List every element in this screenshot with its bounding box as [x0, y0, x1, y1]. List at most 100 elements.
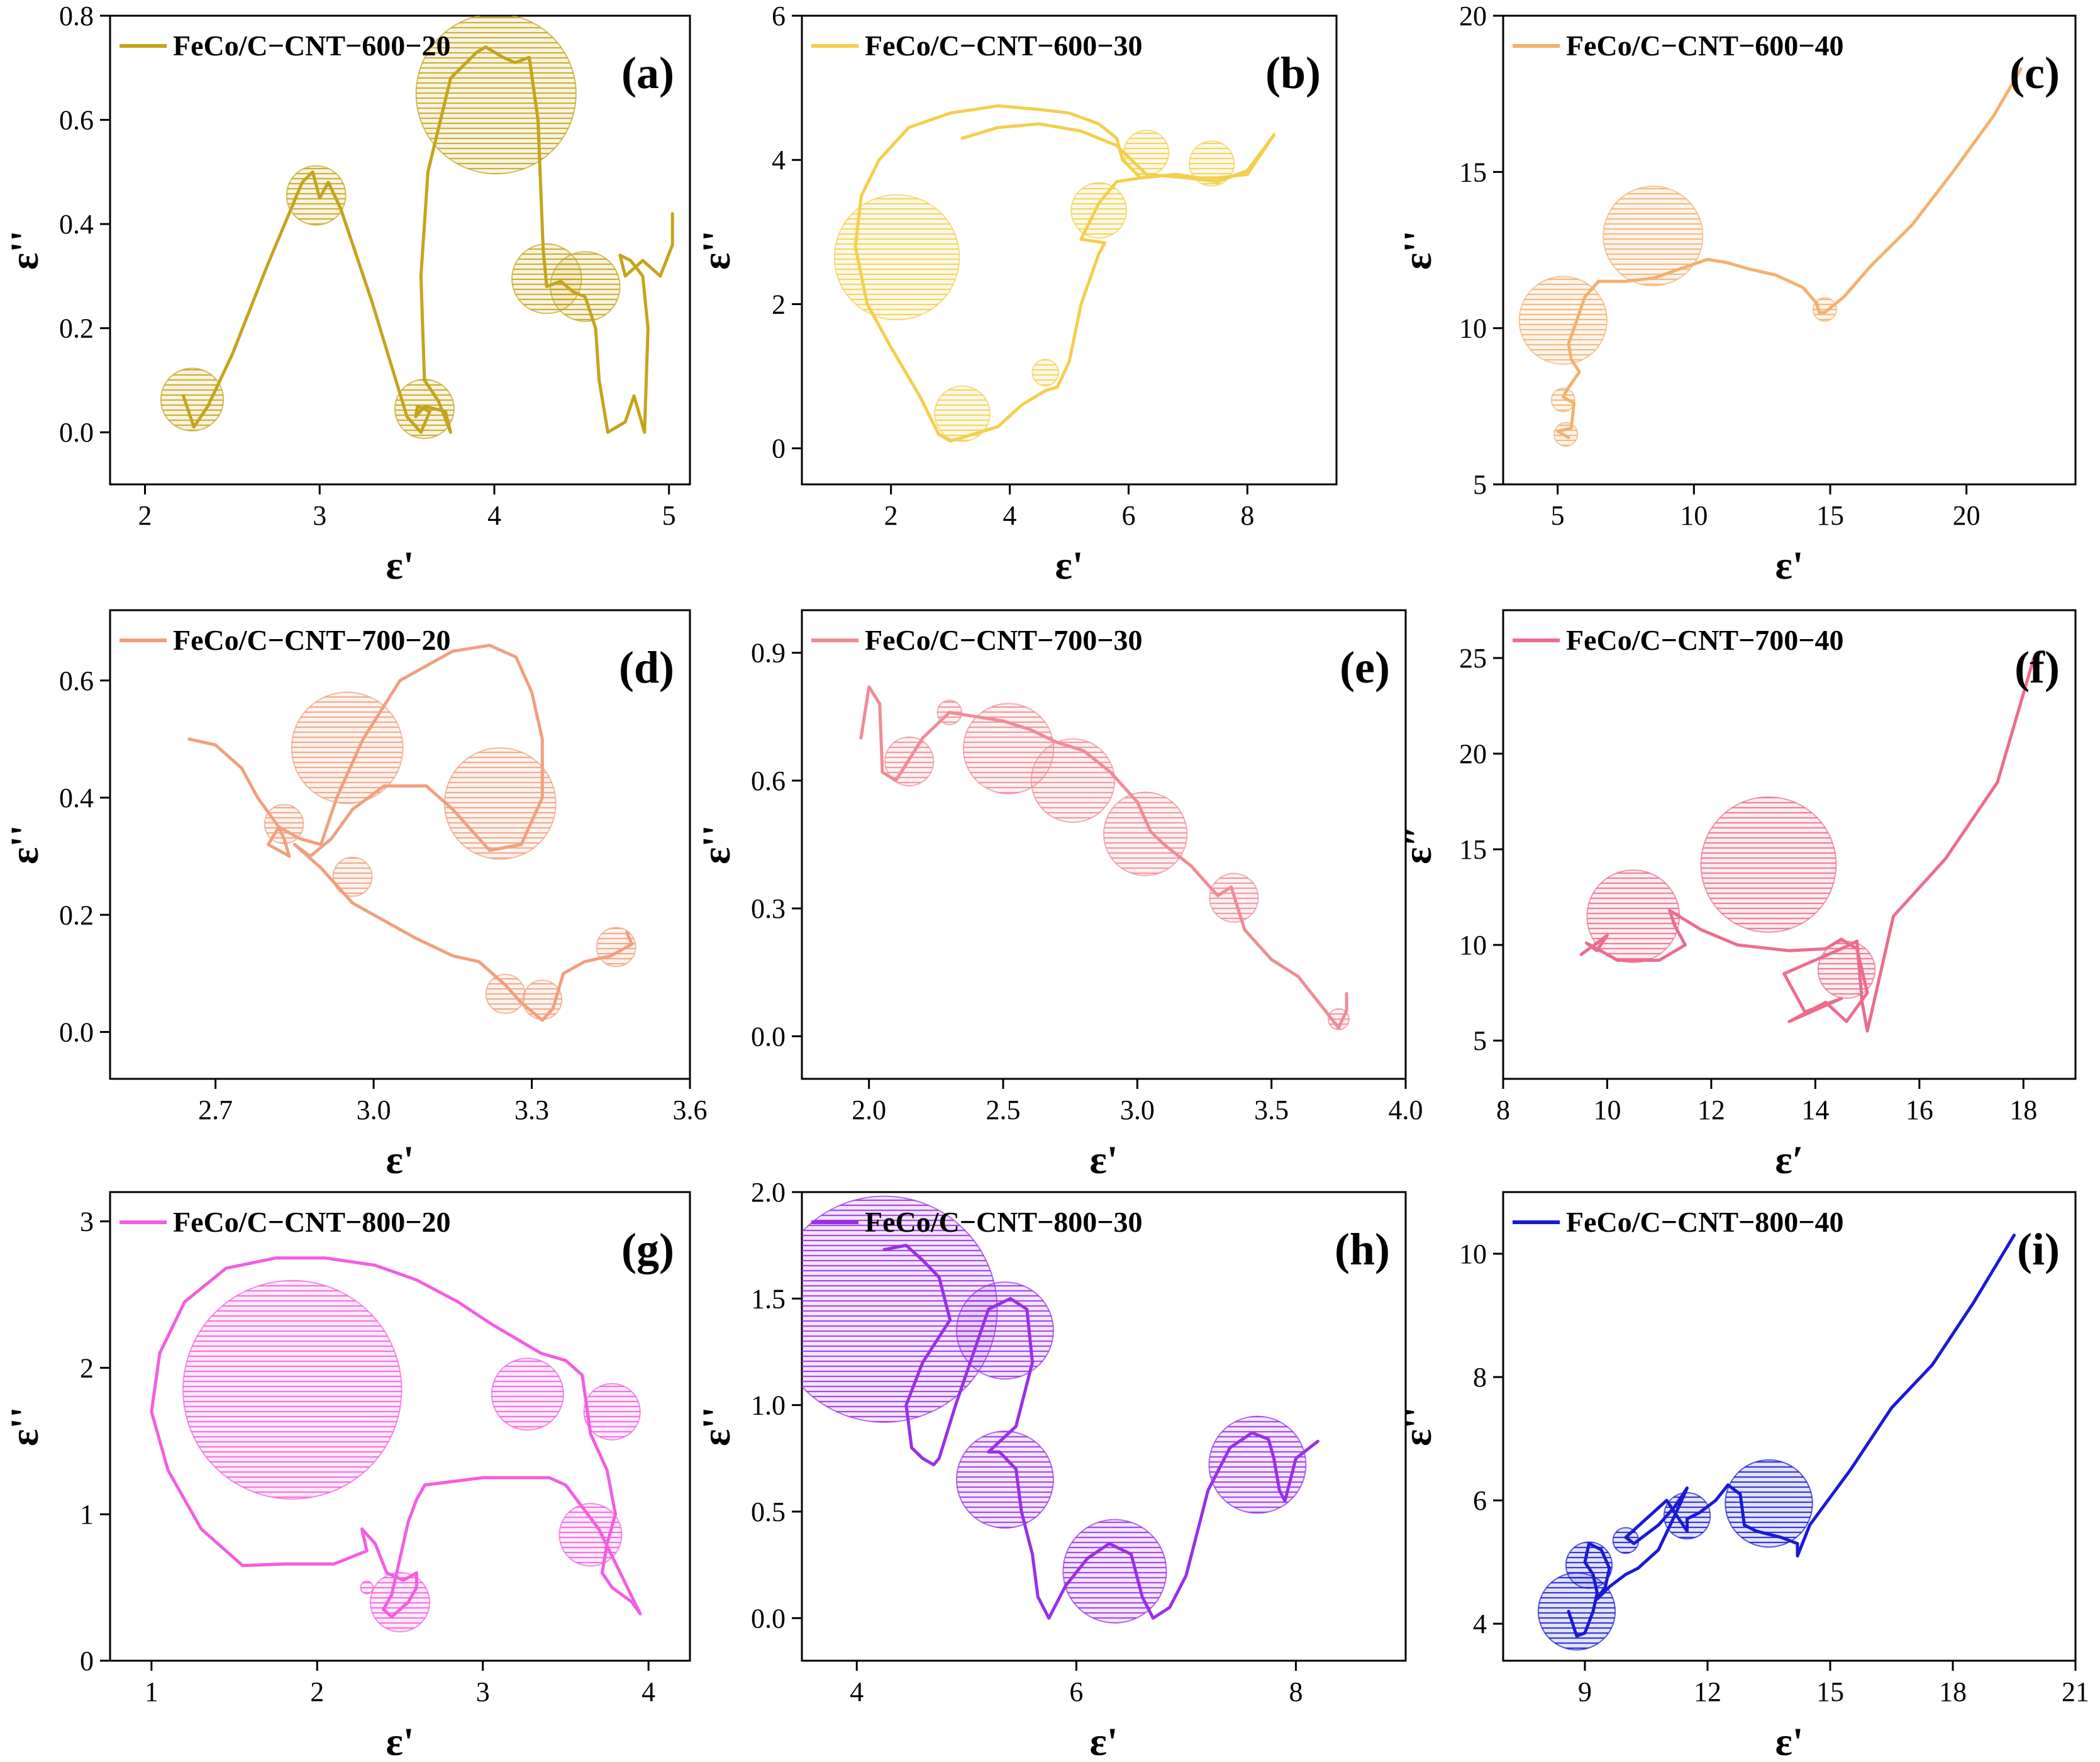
x-axis-title: ε'	[1089, 1137, 1118, 1182]
plot-frame	[801, 14, 1338, 486]
y-tick-label: 10	[1459, 1239, 1487, 1269]
x-axis-title: ε′	[1775, 1137, 1803, 1182]
y-tick-label: 0.8	[59, 1, 94, 31]
x-tick-label: 5	[662, 500, 676, 531]
legend-label: FeCo/C−CNT−800−30	[865, 1206, 1143, 1238]
data-line	[182, 45, 674, 434]
legend-label: FeCo/C−CNT−700−30	[865, 624, 1143, 656]
x-tick-label: 20	[1953, 500, 1981, 531]
legend-label: FeCo/C−CNT−800−40	[1566, 1206, 1844, 1238]
x-tick-label: 3.0	[1120, 1095, 1155, 1125]
y-tick-label: 0.0	[59, 1017, 94, 1048]
y-tick-label: 3	[80, 1207, 94, 1237]
panel-label: (e)	[1340, 642, 1390, 693]
x-tick-label: 15	[1816, 500, 1844, 531]
panel-label: (a)	[621, 48, 674, 98]
plot-frame	[109, 14, 691, 486]
y-tick-label: 0.5	[751, 1497, 786, 1527]
x-tick-label: 1	[145, 1676, 158, 1707]
x-axis-title: ε'	[1775, 543, 1803, 588]
panel-label: (c)	[2009, 48, 2060, 98]
relaxation-circle	[1603, 186, 1704, 287]
y-tick-label: 0.9	[751, 638, 786, 669]
relaxation-circle	[1070, 182, 1128, 239]
y-tick-label: 0.0	[59, 417, 94, 448]
data-line	[882, 1244, 1319, 1620]
y-tick-label: 8	[1473, 1362, 1487, 1393]
relaxation-circle	[332, 856, 373, 897]
relaxation-circle	[485, 974, 526, 1014]
x-tick-label: 8	[1289, 1676, 1303, 1707]
relaxation-circle	[1062, 1519, 1167, 1624]
y-axis-title: ε''	[1395, 1407, 1440, 1446]
relaxation-circle	[1586, 869, 1681, 964]
plot-frame	[1502, 1191, 2077, 1662]
y-tick-label: 4	[772, 145, 786, 176]
x-axis-title: ε'	[1089, 1719, 1118, 1762]
x-tick-label: 21	[2062, 1676, 2089, 1707]
panel-label: (b)	[1265, 48, 1321, 98]
data-line	[1567, 1234, 2016, 1638]
x-tick-label: 2.7	[198, 1095, 233, 1125]
y-tick-label: 0.4	[59, 209, 94, 240]
panel-label: (f)	[2014, 642, 2060, 693]
relaxation-circle	[1518, 276, 1608, 365]
y-tick-label: 20	[1459, 739, 1487, 769]
relaxation-circle	[583, 1383, 641, 1441]
y-tick-label: 0.6	[751, 766, 786, 796]
x-tick-label: 18	[2009, 1095, 2037, 1125]
y-tick-label: 0.2	[59, 900, 94, 930]
y-axis-title: ε″	[1395, 825, 1440, 864]
y-tick-label: 5	[1473, 469, 1487, 500]
panel-b: 2 4 6 8 0 2 4 6 FeCo/C−CNT−600−30 (b) ε' ε''	[694, 1, 1338, 588]
legend-label: FeCo/C−CNT−700−40	[1566, 624, 1844, 656]
relaxation-circle	[1550, 388, 1575, 413]
y-axis-title: ε''	[694, 825, 738, 864]
data-line	[1579, 656, 2036, 1033]
x-tick-label: 10	[1593, 1095, 1621, 1125]
relaxation-circle	[182, 1280, 403, 1500]
y-tick-label: 2	[80, 1352, 94, 1383]
x-tick-label: 14	[1801, 1095, 1829, 1125]
x-tick-label: 2.5	[986, 1095, 1021, 1125]
x-tick-label: 4	[487, 500, 501, 531]
x-tick-label: 12	[1694, 1676, 1721, 1707]
x-axis-title: ε'	[386, 543, 414, 588]
panel-h: 4 6 8 0.0 0.5 1.0 1.5 2.0 FeCo/C−CNT−800−30 (h) ε'…	[694, 1177, 1407, 1762]
relaxation-circle	[415, 16, 577, 175]
circle-group	[160, 16, 621, 439]
y-tick-label: 2	[772, 289, 786, 320]
x-axis-title: ε'	[386, 1137, 414, 1182]
relaxation-circle	[550, 251, 621, 322]
y-tick-label: 6	[1473, 1485, 1487, 1516]
panel-f: 8 10 12 14 16 18 5 10 15 20 25 FeCo/C−CNT−700−40 (f)…	[1395, 609, 2077, 1182]
x-tick-label: 3.3	[514, 1095, 549, 1125]
y-tick-label: 1.5	[751, 1283, 786, 1314]
circle-group	[802, 1195, 1307, 1624]
panel-d: 2.7 3.0 3.3 3.6 0.0 0.2 0.4 0.6 FeCo/C−CNT−700−2…	[2, 609, 708, 1182]
plot-frame	[801, 1191, 1407, 1662]
circle-group	[264, 691, 636, 1020]
relaxation-circle	[286, 165, 347, 226]
y-tick-label: 15	[1459, 157, 1487, 187]
relaxation-circle	[934, 385, 991, 442]
plot-frame	[801, 609, 1407, 1080]
plot-frame	[109, 1191, 691, 1662]
plot-frame	[1502, 609, 2077, 1080]
relaxation-circle	[1208, 1415, 1307, 1514]
circle-group	[1586, 796, 1876, 999]
y-tick-label: 10	[1459, 930, 1487, 961]
y-tick-label: 2.0	[751, 1177, 786, 1208]
y-tick-label: 4	[1473, 1609, 1487, 1639]
x-tick-label: 8	[1496, 1095, 1510, 1125]
x-tick-label: 16	[1906, 1095, 1933, 1125]
panel-g: 1 2 3 4 0 1 2 3 FeCo/C−CNT−800−20 (g) ε' ε''	[2, 1191, 691, 1762]
relaxation-circle	[1103, 791, 1188, 876]
x-tick-label: 4.0	[1389, 1095, 1423, 1125]
x-tick-label: 2	[310, 1676, 324, 1707]
x-tick-label: 2	[884, 500, 898, 531]
relaxation-circle	[955, 1281, 1054, 1380]
data-line	[1556, 67, 2023, 439]
plot-frame	[109, 609, 691, 1080]
relaxation-circle	[491, 1358, 564, 1431]
